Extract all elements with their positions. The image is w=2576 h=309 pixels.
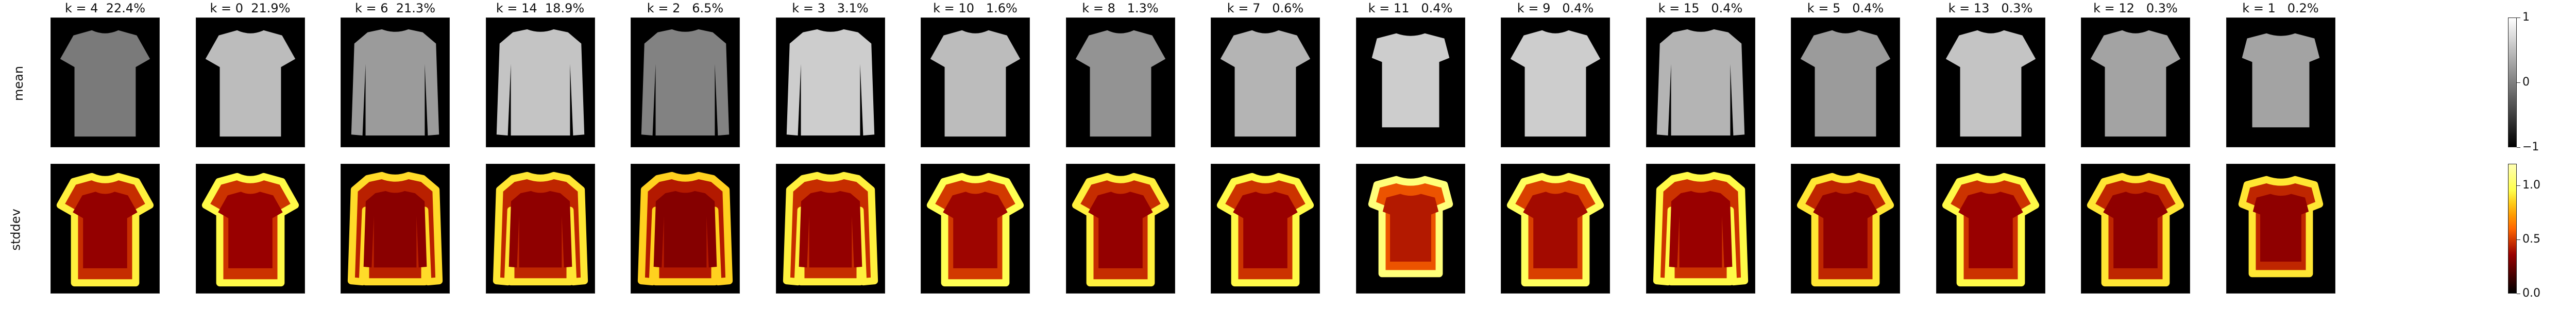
cluster-title: k = 14 18.9% <box>496 1 585 15</box>
cluster-title: k = 13 0.3% <box>1948 1 2033 15</box>
cluster-title: k = 7 0.6% <box>1227 1 1304 15</box>
mean-heatmap-cell <box>1355 18 1465 147</box>
stddev-heatmap-cell <box>1211 164 1320 294</box>
mean-heatmap-cell <box>631 18 740 147</box>
stddev-heatmap-cell <box>775 164 885 294</box>
mean-heatmap-cell <box>1501 18 1610 147</box>
colorbar-stddev <box>2508 164 2517 294</box>
mean-heatmap-cell <box>1646 18 1755 147</box>
stddev-heatmap-cell <box>921 164 1030 294</box>
mean-heatmap-cell <box>195 18 305 147</box>
cluster-title: k = 15 0.4% <box>1658 1 1743 15</box>
mean-heatmap-cell <box>1791 18 1900 147</box>
cluster-title: k = 2 6.5% <box>647 1 724 15</box>
cluster-title: k = 3 3.1% <box>792 1 869 15</box>
mean-heatmap-cell <box>1936 18 2045 147</box>
cluster-title: k = 11 0.4% <box>1368 1 1453 15</box>
colorbar-tick-mark <box>2517 185 2520 186</box>
cluster-title: k = 12 0.3% <box>2093 1 2178 15</box>
cluster-title: k = 8 1.3% <box>1082 1 1159 15</box>
stddev-heatmap-cell <box>1646 164 1755 294</box>
colorbar-tick-label: −1 <box>2522 141 2539 153</box>
colorbar-tick-mark <box>2517 239 2520 240</box>
mean-heatmap-cell <box>775 18 885 147</box>
stddev-heatmap-cell <box>1065 164 1175 294</box>
cluster-title: k = 4 22.4% <box>64 1 146 15</box>
row-label-mean: mean <box>11 65 26 101</box>
stddev-heatmap-cell <box>341 164 450 294</box>
colorbar-tick-label: 0.0 <box>2522 287 2540 300</box>
mean-heatmap-cell <box>1211 18 1320 147</box>
mean-heatmap-cell <box>2226 18 2335 147</box>
cluster-title: k = 9 0.4% <box>1517 1 1594 15</box>
colorbar-mean <box>2508 18 2517 147</box>
mean-heatmap-cell <box>485 18 595 147</box>
stddev-heatmap-cell <box>195 164 305 294</box>
mean-heatmap-cell <box>921 18 1030 147</box>
stddev-heatmap-cell <box>2226 164 2335 294</box>
stddev-heatmap-cell <box>50 164 160 294</box>
row-label-stddev: stddev <box>8 209 23 251</box>
colorbar-tick-label: 1.0 <box>2522 179 2540 192</box>
cluster-title: k = 6 21.3% <box>354 1 436 15</box>
cluster-title: k = 5 0.4% <box>1807 1 1884 15</box>
colorbar-tick-label: 1 <box>2522 11 2530 24</box>
cluster-title: k = 0 21.9% <box>210 1 291 15</box>
colorbar-tick-label: 0.5 <box>2522 233 2540 246</box>
stddev-heatmap-cell <box>1355 164 1465 294</box>
mean-heatmap-cell <box>2081 18 2190 147</box>
stddev-heatmap-cell <box>1936 164 2045 294</box>
stddev-heatmap-cell <box>631 164 740 294</box>
stddev-heatmap-cell <box>2081 164 2190 294</box>
stddev-heatmap-cell <box>1501 164 1610 294</box>
mean-heatmap-cell <box>1065 18 1175 147</box>
mean-heatmap-cell <box>341 18 450 147</box>
mean-heatmap-cell <box>50 18 160 147</box>
colorbar-tick-mark <box>2517 82 2520 83</box>
colorbar-tick-mark <box>2517 147 2520 148</box>
colorbar-tick-label: 0 <box>2522 76 2530 89</box>
cluster-title: k = 10 1.6% <box>933 1 1018 15</box>
stddev-heatmap-cell <box>1791 164 1900 294</box>
stddev-heatmap-cell <box>485 164 595 294</box>
cluster-title: k = 1 0.2% <box>2242 1 2319 15</box>
